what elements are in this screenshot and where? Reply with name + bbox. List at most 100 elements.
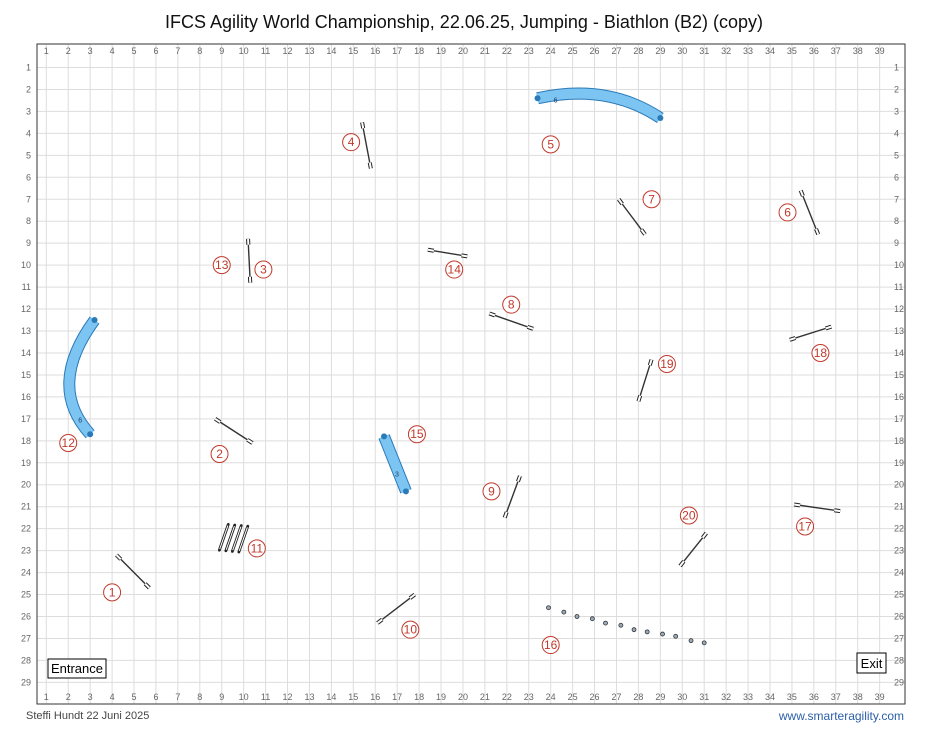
jump-8	[488, 311, 534, 331]
col-tick-top: 6	[153, 46, 158, 56]
obstacle-number-7: 7	[642, 190, 661, 209]
author-date: Steffi Hundt 22 Juni 2025	[26, 710, 150, 722]
row-tick-left: 12	[21, 304, 31, 314]
number-circle	[254, 260, 273, 279]
number-circle	[482, 482, 501, 501]
number-text: 14	[448, 263, 462, 277]
exit-text: Exit	[861, 656, 883, 671]
col-tick-top: 30	[677, 46, 687, 56]
course-title: IFCS Agility World Championship, 22.06.2…	[165, 12, 763, 32]
number-circle	[210, 444, 229, 463]
number-circle	[657, 354, 676, 373]
col-tick-bottom: 30	[677, 692, 687, 702]
jump-17	[793, 502, 841, 514]
course-border	[36, 43, 906, 705]
jump-10	[376, 592, 416, 625]
entrance-label: Entrance	[47, 658, 107, 679]
number-circle	[541, 636, 560, 655]
jump-14	[427, 247, 468, 259]
number-text: 12	[62, 436, 76, 450]
weave-pole	[574, 614, 580, 619]
tunnel-12: 6	[63, 316, 100, 439]
col-tick-top: 22	[502, 46, 512, 56]
col-tick-bottom: 36	[809, 692, 819, 702]
obstacle-number-16: 16	[541, 636, 560, 655]
obstacle-number-8: 8	[502, 295, 521, 314]
col-tick-bottom: 15	[348, 692, 358, 702]
col-tick-bottom: 7	[175, 692, 180, 702]
row-tick-left: 26	[21, 612, 31, 622]
col-tick-bottom: 38	[853, 692, 863, 702]
number-circle	[445, 260, 464, 279]
row-tick-right: 25	[894, 590, 904, 600]
col-tick-bottom: 31	[699, 692, 709, 702]
obstacle-number-9: 9	[482, 482, 501, 501]
weave-pole	[688, 638, 694, 644]
spread-jump-11	[217, 522, 250, 554]
col-tick-top: 21	[480, 46, 490, 56]
col-tick-bottom: 13	[304, 692, 314, 702]
number-text: 10	[404, 623, 418, 637]
obstacle-number-17: 17	[796, 517, 815, 536]
obstacle-number-14: 14	[445, 260, 464, 279]
row-tick-left: 10	[21, 260, 31, 270]
row-tick-left: 17	[21, 414, 31, 424]
col-tick-top: 5	[132, 46, 137, 56]
row-tick-right: 13	[894, 326, 904, 336]
row-tick-right: 29	[894, 677, 904, 687]
weave-pole	[673, 633, 679, 639]
col-tick-bottom: 25	[568, 692, 578, 702]
row-tick-right: 5	[894, 150, 899, 160]
col-tick-bottom: 21	[480, 692, 490, 702]
number-circle	[247, 539, 266, 558]
website-link[interactable]: www.smarteragility.com	[778, 709, 904, 723]
col-tick-bottom: 2	[66, 692, 71, 702]
col-tick-bottom: 8	[197, 692, 202, 702]
number-text: 18	[814, 346, 828, 360]
number-text: 6	[784, 205, 791, 219]
col-tick-top: 32	[721, 46, 731, 56]
row-tick-left: 21	[21, 502, 31, 512]
col-tick-top: 3	[88, 46, 93, 56]
col-tick-bottom: 16	[370, 692, 380, 702]
col-tick-top: 2	[66, 46, 71, 56]
col-tick-bottom: 37	[831, 692, 841, 702]
col-tick-bottom: 34	[765, 692, 775, 702]
jump-4	[360, 122, 373, 169]
weave-pole	[618, 622, 624, 628]
obstacle-number-4: 4	[342, 133, 361, 152]
col-tick-top: 23	[524, 46, 534, 56]
row-tick-right: 14	[894, 348, 904, 358]
col-tick-top: 37	[831, 46, 841, 56]
row-tick-left: 24	[21, 568, 31, 578]
col-tick-top: 14	[326, 46, 336, 56]
row-tick-right: 7	[894, 194, 899, 204]
tunnel-length-label: 6	[554, 98, 558, 105]
exit-label: Exit	[856, 652, 887, 674]
col-tick-bottom: 6	[153, 692, 158, 702]
number-text: 3	[260, 263, 267, 277]
row-tick-left: 28	[21, 655, 31, 665]
number-text: 2	[216, 447, 223, 461]
row-tick-right: 20	[894, 480, 904, 490]
row-tick-left: 16	[21, 392, 31, 402]
col-tick-top: 20	[458, 46, 468, 56]
col-tick-bottom: 3	[88, 692, 93, 702]
row-tick-right: 16	[894, 392, 904, 402]
obstacle-number-6: 6	[778, 203, 797, 222]
row-tick-right: 12	[894, 304, 904, 314]
row-tick-left: 14	[21, 348, 31, 358]
number-circle	[502, 295, 521, 314]
col-tick-bottom: 23	[524, 692, 534, 702]
row-tick-left: 20	[21, 480, 31, 490]
number-circle	[342, 133, 361, 152]
weave-pole	[631, 627, 637, 633]
col-tick-top: 36	[809, 46, 819, 56]
row-tick-right: 24	[894, 568, 904, 578]
col-tick-top: 8	[197, 46, 202, 56]
col-tick-top: 27	[611, 46, 621, 56]
col-tick-top: 9	[219, 46, 224, 56]
weave-pole	[561, 609, 567, 615]
obstacle-number-11: 11	[247, 539, 266, 558]
